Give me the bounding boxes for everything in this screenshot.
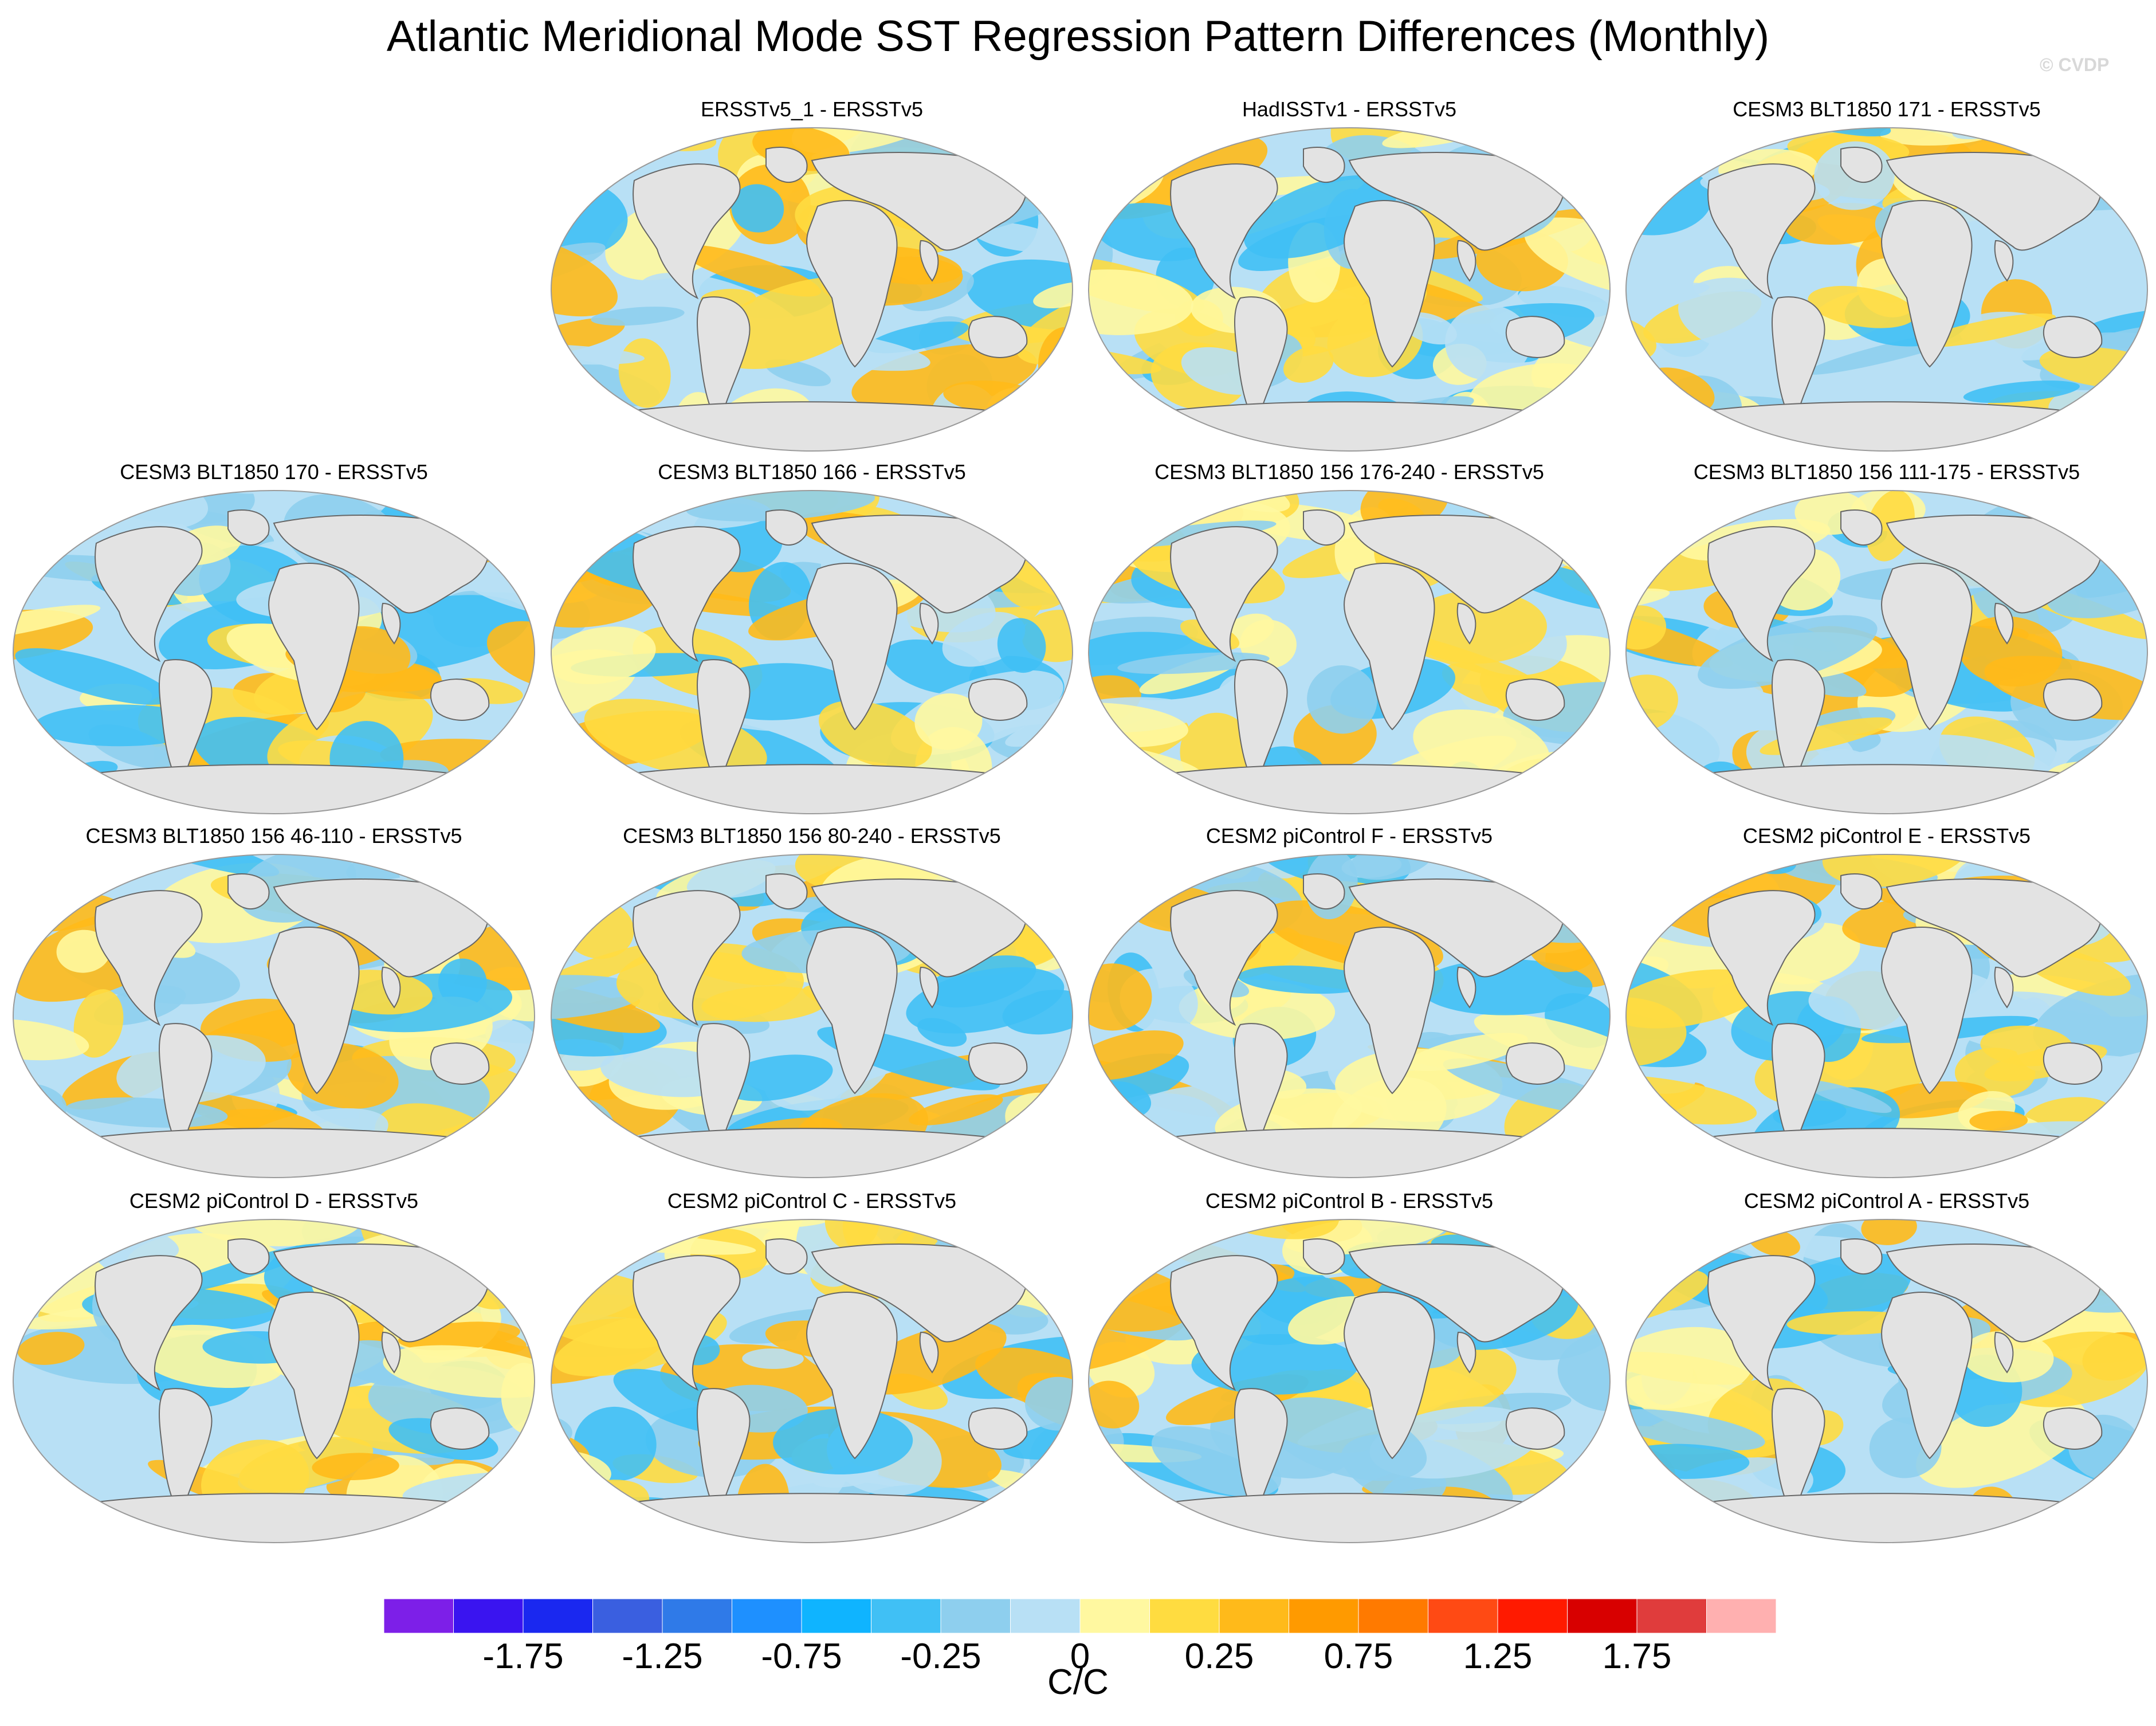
colorbar-swatch <box>1079 1598 1150 1634</box>
credit-text: © CVDP <box>2040 54 2110 75</box>
colorbar-swatch <box>1149 1598 1220 1634</box>
map-panel: CESM3 BLT1850 170 - ERSSTv5 <box>10 460 537 815</box>
robinson-map <box>1625 490 2148 814</box>
robinson-map <box>551 1219 1073 1543</box>
robinson-map <box>1088 490 1611 814</box>
robinson-map <box>1625 1219 2148 1543</box>
robinson-map <box>551 127 1073 452</box>
colorbar-swatch <box>1358 1598 1428 1634</box>
panel-title: CESM2 piControl B - ERSSTv5 <box>1205 1189 1494 1213</box>
colorbar-swatch <box>1428 1598 1498 1634</box>
colorbar-swatch <box>592 1598 663 1634</box>
panel-title: CESM3 BLT1850 156 46-110 - ERSSTv5 <box>85 824 462 848</box>
colorbar-tick-label: 0 <box>1070 1637 1090 1676</box>
land-mask <box>616 873 1028 1178</box>
map-panel: CESM2 piControl A - ERSSTv5 <box>1623 1189 2150 1544</box>
figure-title: Atlantic Meridional Mode SST Regression … <box>386 12 1770 61</box>
colorbar-swatch <box>662 1598 732 1634</box>
colorbar-tick-label: -1.75 <box>482 1637 564 1676</box>
panel-title: CESM3 BLT1850 171 - ERSSTv5 <box>1733 97 2041 121</box>
colorbar <box>383 1598 1777 1637</box>
colorbar-swatch <box>1636 1598 1707 1634</box>
colorbar-swatches <box>383 1598 1777 1634</box>
colorbar-swatch <box>383 1598 454 1634</box>
colorbar-swatch <box>453 1598 524 1634</box>
colorbar-swatch <box>1289 1598 1359 1634</box>
map-panel: CESM2 piControl D - ERSSTv5 <box>10 1189 537 1544</box>
robinson-map <box>1625 854 2148 1178</box>
colorbar-swatch <box>1219 1598 1289 1634</box>
map-panel: CESM2 piControl F - ERSSTv5 <box>1086 824 1613 1179</box>
colorbar-swatch <box>523 1598 593 1634</box>
colorbar-swatch <box>871 1598 941 1634</box>
map-panel: CESM3 BLT1850 156 176-240 - ERSSTv5 <box>1086 460 1613 815</box>
colorbar-label: C/C <box>1047 1662 1109 1702</box>
panel-title: CESM2 piControl E - ERSSTv5 <box>1742 824 2031 848</box>
colorbar-tick-label: -0.75 <box>761 1637 842 1676</box>
panel-title: CESM3 BLT1850 166 - ERSSTv5 <box>658 460 966 484</box>
robinson-map <box>551 490 1073 814</box>
map-panel: ERSSTv5_1 - ERSSTv5 <box>548 97 1075 453</box>
panel-title: HadISSTv1 - ERSSTv5 <box>1242 97 1457 121</box>
robinson-map <box>1088 854 1611 1178</box>
robinson-map <box>1625 127 2148 452</box>
map-panel: HadISSTv1 - ERSSTv5 <box>1086 97 1613 453</box>
map-panel: CESM3 BLT1850 156 80-240 - ERSSTv5 <box>548 824 1075 1179</box>
colorbar-tick-label: 1.75 <box>1602 1637 1672 1676</box>
colorbar-swatch <box>732 1598 802 1634</box>
robinson-map <box>551 854 1073 1178</box>
map-panel: CESM2 piControl B - ERSSTv5 <box>1086 1189 1613 1544</box>
panel-title: CESM3 BLT1850 156 111-175 - ERSSTv5 <box>1693 460 2080 484</box>
map-panel: CESM3 BLT1850 166 - ERSSTv5 <box>548 460 1075 815</box>
colorbar-swatch <box>801 1598 871 1634</box>
map-panel: CESM3 BLT1850 171 - ERSSTv5 <box>1623 97 2150 453</box>
panel-title: CESM3 BLT1850 156 80-240 - ERSSTv5 <box>623 824 1001 848</box>
panel-title: CESM3 BLT1850 156 176-240 - ERSSTv5 <box>1154 460 1544 484</box>
robinson-map <box>1088 127 1611 452</box>
robinson-map <box>13 490 535 814</box>
colorbar-tick-label: -1.25 <box>622 1637 703 1676</box>
colorbar-swatch <box>1010 1598 1081 1634</box>
map-panel: CESM2 piControl C - ERSSTv5 <box>548 1189 1075 1544</box>
map-panel: CESM3 BLT1850 156 46-110 - ERSSTv5 <box>10 824 537 1179</box>
land-mask <box>1691 1238 2103 1543</box>
colorbar-tick-label: 0.25 <box>1184 1637 1254 1676</box>
colorbar-swatch <box>1497 1598 1568 1634</box>
robinson-map <box>13 854 535 1178</box>
panel-title: CESM2 piControl C - ERSSTv5 <box>667 1189 957 1213</box>
panel-title: ERSSTv5_1 - ERSSTv5 <box>700 97 924 121</box>
colorbar-tick-label: 1.25 <box>1463 1637 1533 1676</box>
colorbar-tick-label: -0.25 <box>900 1637 981 1676</box>
colorbar-tick-label: 0.75 <box>1324 1637 1393 1676</box>
colorbar-swatch <box>940 1598 1011 1634</box>
panel-title: CESM2 piControl F - ERSSTv5 <box>1205 824 1493 848</box>
panel-title: CESM2 piControl A - ERSSTv5 <box>1743 1189 2030 1213</box>
map-panel: CESM3 BLT1850 156 111-175 - ERSSTv5 <box>1623 460 2150 815</box>
map-panel: CESM2 piControl E - ERSSTv5 <box>1623 824 2150 1179</box>
panel-title: CESM2 piControl D - ERSSTv5 <box>129 1189 419 1213</box>
colorbar-swatch <box>1706 1598 1777 1634</box>
colorbar-swatch <box>1567 1598 1637 1634</box>
robinson-map <box>13 1219 535 1543</box>
panel-title: CESM3 BLT1850 170 - ERSSTv5 <box>120 460 428 484</box>
robinson-map <box>1088 1219 1611 1543</box>
